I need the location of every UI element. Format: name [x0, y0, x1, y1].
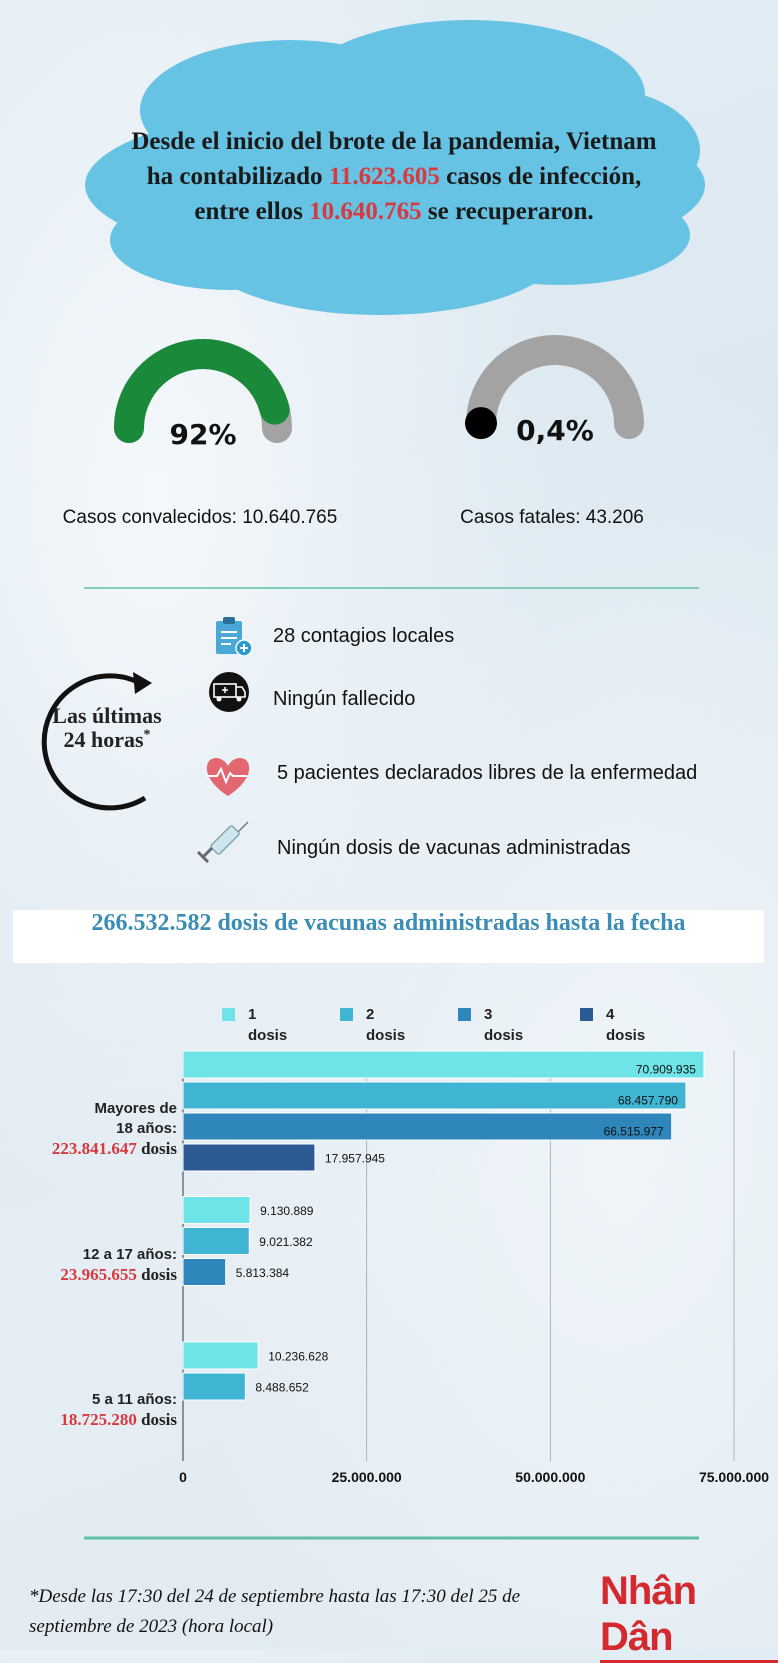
chart-title: 266.532.582 dosis de vacunas administrad…: [91, 910, 686, 936]
category-name: 5 a 11 años:: [91, 1391, 177, 1408]
bar: [182, 1372, 246, 1401]
value-label: 8.488.652: [255, 1381, 309, 1395]
gauge-fill: [465, 407, 498, 440]
gauge-label: 0,4%: [516, 414, 594, 447]
bar: [182, 1081, 687, 1110]
clipboard-icon: [216, 617, 253, 657]
value-label: 9.021.382: [259, 1235, 313, 1249]
legend-swatch: [340, 1008, 353, 1021]
ambulance-icon: [209, 672, 249, 712]
cloud: [85, 20, 705, 315]
category-total-line: 23.965.655 dosis: [60, 1265, 177, 1285]
legend-label: 1 dosis: [248, 1006, 288, 1044]
total-unit: dosis: [141, 1139, 177, 1158]
header-part: 10.640.765: [309, 198, 422, 225]
last24-title: Las últimas 24 horas*: [52, 703, 162, 752]
last24-item: 5 pacientes declarados libres de la enfe…: [277, 762, 698, 784]
gauge-caption: Casos fatales: 43.206: [460, 507, 644, 528]
total-unit: dosis: [141, 1264, 177, 1284]
gauge-label: 92%: [169, 418, 236, 451]
x-tick-label: 25.000.000: [331, 1469, 402, 1485]
legend-swatch: [222, 1008, 235, 1021]
header-part: 11.623.605: [328, 163, 440, 190]
legend-swatch: [580, 1008, 593, 1021]
bar: [182, 1196, 251, 1224]
bar: [182, 1112, 673, 1141]
header-text: Desde el inicio del brote de la pandemia…: [124, 124, 664, 229]
category-total-line: 18.725.280 dosis: [60, 1410, 177, 1430]
value-label: 17.957.945: [325, 1152, 385, 1166]
legend-label: 3 dosis: [484, 1006, 524, 1044]
total-value: 18.725.280: [60, 1410, 137, 1429]
category-name: Mayores de 18 años:: [94, 1100, 177, 1137]
header-part: Desde el inicio del brote de la pandemia…: [131, 128, 657, 190]
category-total: 223.841.647 dosis: [52, 1139, 177, 1159]
category-label: 5 a 11 años: 18.725.280 dosis: [57, 1390, 177, 1430]
last24-mark: *: [143, 727, 151, 743]
last24-item: Ningún fallecido: [273, 688, 416, 710]
gauge-fill: [114, 339, 290, 443]
value-label: 9.130.889: [260, 1204, 314, 1218]
cycle-arrow: [41, 672, 152, 811]
footnote: *Desde las 17:30 del 24 de septiembre ha…: [29, 1586, 521, 1637]
legend-label: 2 dosis: [366, 1006, 406, 1044]
heart-icon: [206, 758, 250, 796]
bar: [182, 1050, 705, 1079]
value-label: 5.813.384: [236, 1266, 290, 1280]
last24-item: 28 contagios locales: [273, 625, 455, 647]
bar: [182, 1341, 259, 1370]
value-label: 10.236.628: [268, 1350, 328, 1364]
value-label: 70.909.935: [636, 1063, 696, 1077]
category-label: 12 a 17 años: 23.965.655 dosis: [57, 1245, 177, 1285]
total-value: 23.965.655: [60, 1264, 137, 1284]
title-box: [13, 910, 764, 963]
category-total: 23.965.655 dosis: [57, 1265, 177, 1285]
header-part: casos de infección, entre ellos: [194, 163, 642, 225]
gauge-caption: Casos convalecidos: 10.640.765: [63, 507, 338, 528]
total-unit: dosis: [141, 1410, 177, 1429]
value-label: 68.457.790: [618, 1094, 678, 1108]
gauge-track: [466, 335, 644, 439]
category-name: 12 a 17 años:: [82, 1245, 177, 1263]
x-tick-label: 0: [179, 1469, 187, 1485]
bar: [182, 1258, 227, 1286]
legend-swatch: [458, 1008, 471, 1021]
total-value: 223.841.647: [51, 1139, 137, 1158]
syringe-icon: [196, 821, 249, 864]
x-tick-label: 75.000.000: [698, 1469, 770, 1485]
bar: [182, 1143, 316, 1172]
header-part: se recuperaron.: [421, 198, 594, 225]
value-label: 66.515.977: [604, 1125, 664, 1139]
bar: [182, 1227, 250, 1255]
category-total: 18.725.280 dosis: [57, 1410, 177, 1430]
category-label: Mayores de 18 años: 223.841.647 dosis: [52, 1099, 177, 1159]
last24-item: Ningún dosis de vacunas administradas: [277, 837, 631, 859]
category-total-line: 223.841.647 dosis: [52, 1139, 177, 1159]
legend-label: 4 dosis: [606, 1006, 646, 1044]
x-tick-label: 50.000.000: [515, 1469, 586, 1485]
